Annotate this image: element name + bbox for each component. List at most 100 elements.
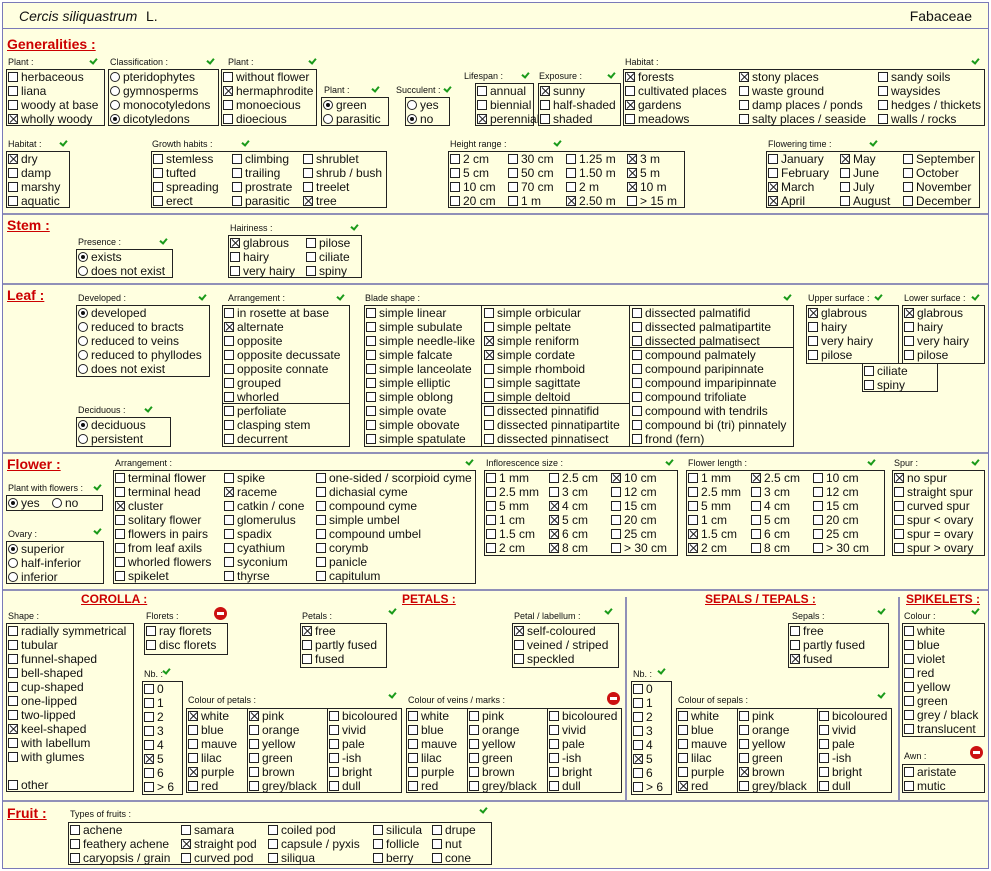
option-classification[interactable]: dicotyledons xyxy=(110,112,190,126)
option-shape[interactable]: cup-shaped xyxy=(8,680,84,694)
option-flen_a[interactable]: 1 cm xyxy=(688,513,727,527)
checkbox[interactable] xyxy=(224,473,234,483)
checkbox[interactable] xyxy=(627,196,637,206)
option-cs_a[interactable]: blue xyxy=(678,723,714,737)
checkbox[interactable] xyxy=(366,308,376,318)
radio-button[interactable] xyxy=(110,100,120,110)
option-growth_a[interactable]: erect xyxy=(153,194,193,208)
radio-button[interactable] xyxy=(78,266,88,276)
option-fruit_a[interactable]: caryopsis / grain xyxy=(70,851,170,865)
option-blade_b[interactable]: simple deltoid xyxy=(484,390,570,404)
option-inflo_b[interactable]: 5 cm xyxy=(549,513,588,527)
checkbox[interactable] xyxy=(819,739,829,749)
checkbox[interactable] xyxy=(549,711,559,721)
checkbox[interactable] xyxy=(813,501,823,511)
checkbox[interactable] xyxy=(739,767,749,777)
option-blade_c[interactable]: dissected palmatipartite xyxy=(632,320,771,334)
option-inflo_c[interactable]: 15 cm xyxy=(611,499,657,513)
checkbox[interactable] xyxy=(632,378,642,388)
checkbox[interactable] xyxy=(751,501,761,511)
checkbox[interactable] xyxy=(632,420,642,430)
option-month_a[interactable]: March xyxy=(768,180,814,194)
checkbox[interactable] xyxy=(549,753,559,763)
checkbox[interactable] xyxy=(8,738,18,748)
option-inflo_c[interactable]: 20 cm xyxy=(611,513,657,527)
option-height_a[interactable]: 10 cm xyxy=(450,180,496,194)
checkbox[interactable] xyxy=(8,114,18,124)
checkbox[interactable] xyxy=(790,654,800,664)
checkbox[interactable] xyxy=(633,684,643,694)
option-nb2[interactable]: 0 xyxy=(633,682,653,696)
option-cv_a[interactable]: purple xyxy=(408,765,454,779)
option-awn[interactable]: aristate xyxy=(904,765,956,779)
option-flen_c[interactable]: 12 cm xyxy=(813,485,859,499)
checkbox[interactable] xyxy=(249,767,259,777)
option-blade_a[interactable]: simple elliptic xyxy=(366,376,450,390)
option-month_b[interactable]: July xyxy=(840,180,874,194)
radio-button[interactable] xyxy=(8,572,18,582)
checkbox[interactable] xyxy=(790,626,800,636)
checkbox[interactable] xyxy=(549,725,559,735)
option-arr_a[interactable]: grouped xyxy=(224,376,281,390)
checkbox[interactable] xyxy=(549,529,559,539)
option-plant1[interactable]: liana xyxy=(8,84,46,98)
checkbox[interactable] xyxy=(486,515,496,525)
option-cv_c[interactable]: dull xyxy=(549,779,581,793)
checkbox[interactable] xyxy=(153,196,163,206)
option-cp_a[interactable]: lilac xyxy=(188,751,222,765)
option-developed[interactable]: reduced to veins xyxy=(78,334,179,348)
option-habitat1b[interactable]: damp places / ponds xyxy=(739,98,863,112)
checkbox[interactable] xyxy=(751,487,761,497)
option-flen_b[interactable]: 4 cm xyxy=(751,499,790,513)
option-blade_c2[interactable]: compound imparipinnate xyxy=(632,376,776,390)
radio-button[interactable] xyxy=(323,114,333,124)
option-cs_a[interactable]: red xyxy=(678,779,708,793)
radio-button[interactable] xyxy=(52,498,62,508)
checkbox[interactable] xyxy=(153,182,163,192)
option-petal_lab[interactable]: speckled xyxy=(514,652,574,666)
option-growth_b[interactable]: climbing xyxy=(232,152,289,166)
option-blade_b[interactable]: simple rhomboid xyxy=(484,362,585,376)
option-plant1[interactable]: wholly woody xyxy=(8,112,92,126)
checkbox[interactable] xyxy=(232,196,242,206)
radio-button[interactable] xyxy=(78,336,88,346)
checkbox[interactable] xyxy=(549,515,559,525)
checkbox[interactable] xyxy=(627,168,637,178)
option-sepals[interactable]: free xyxy=(790,624,824,638)
radio-button[interactable] xyxy=(78,434,88,444)
checkbox[interactable] xyxy=(144,684,154,694)
option-height_d[interactable]: > 15 m xyxy=(627,194,677,208)
checkbox[interactable] xyxy=(366,434,376,444)
checkbox[interactable] xyxy=(903,196,913,206)
option-inflo_b[interactable]: 2.5 cm xyxy=(549,471,598,485)
checkbox[interactable] xyxy=(864,380,874,390)
option-blade_a[interactable]: simple subulate xyxy=(366,320,462,334)
checkbox[interactable] xyxy=(627,154,637,164)
option-cv_a[interactable]: lilac xyxy=(408,751,442,765)
option-cp_b[interactable]: orange xyxy=(249,723,299,737)
option-cv_b[interactable]: green xyxy=(469,751,513,765)
checkbox[interactable] xyxy=(840,154,850,164)
checkbox[interactable] xyxy=(819,725,829,735)
option-blade_a[interactable]: simple lanceolate xyxy=(366,362,472,376)
option-cs_b[interactable]: brown xyxy=(739,765,785,779)
radio-button[interactable] xyxy=(8,498,18,508)
option-month_a[interactable]: February xyxy=(768,166,829,180)
option-farr_c[interactable]: compound umbel xyxy=(316,527,421,541)
option-upper[interactable]: glabrous xyxy=(808,306,867,320)
option-cs_a[interactable]: mauve xyxy=(678,737,727,751)
option-height_d[interactable]: 3 m xyxy=(627,152,660,166)
radio-button[interactable] xyxy=(407,100,417,110)
option-fruit_d[interactable]: silicula xyxy=(373,823,422,837)
option-cp_a[interactable]: mauve xyxy=(188,737,237,751)
option-inflo_a[interactable]: 5 mm xyxy=(486,499,529,513)
checkbox[interactable] xyxy=(739,753,749,763)
option-lower[interactable]: hairy xyxy=(904,320,943,334)
checkbox[interactable] xyxy=(632,406,642,416)
option-month_a[interactable]: April xyxy=(768,194,805,208)
checkbox[interactable] xyxy=(625,86,635,96)
checkbox[interactable] xyxy=(224,336,234,346)
checkbox[interactable] xyxy=(751,515,761,525)
option-florets[interactable]: ray florets xyxy=(146,624,212,638)
option-height_a[interactable]: 20 cm xyxy=(450,194,496,208)
